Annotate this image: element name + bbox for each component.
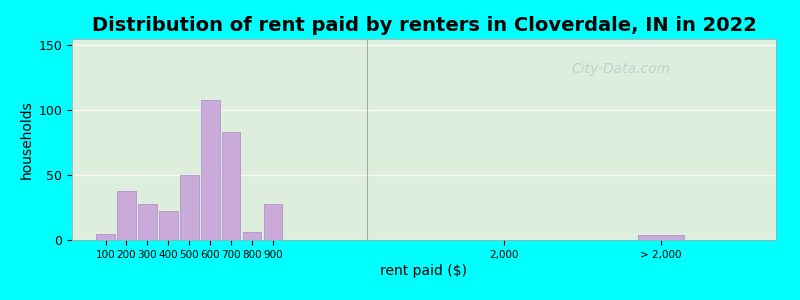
Bar: [638, 235, 684, 240]
Bar: [222, 132, 241, 240]
Bar: [159, 212, 178, 240]
X-axis label: rent paid ($): rent paid ($): [381, 264, 467, 278]
Bar: [264, 204, 282, 240]
Bar: [96, 233, 114, 240]
Title: Distribution of rent paid by renters in Cloverdale, IN in 2022: Distribution of rent paid by renters in …: [91, 16, 757, 35]
Y-axis label: households: households: [20, 100, 34, 179]
Bar: [201, 100, 219, 240]
Bar: [180, 175, 198, 240]
Bar: [118, 191, 136, 240]
Text: City-Data.com: City-Data.com: [572, 62, 670, 76]
Bar: [138, 204, 157, 240]
Bar: [243, 232, 262, 240]
